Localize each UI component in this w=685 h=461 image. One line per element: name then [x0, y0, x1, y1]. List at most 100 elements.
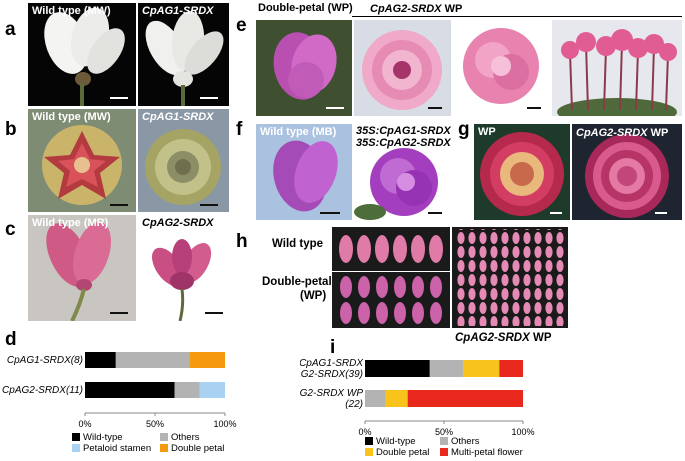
- panel-label-e: e: [236, 15, 247, 36]
- scale-bar: [550, 212, 562, 214]
- flower-top-red-drawing: [480, 132, 564, 216]
- caption-h-row2-line2: (WP): [300, 290, 327, 302]
- scale-bar: [205, 312, 223, 314]
- scale-bar: [200, 97, 218, 99]
- panel-label-b: b: [5, 119, 17, 140]
- legend-label: Petaloid stamen: [83, 443, 151, 454]
- scale-bar: [527, 107, 541, 109]
- caption-g-right: CpAG2-SRDX WP: [576, 127, 668, 139]
- panel-label-d: d: [5, 329, 17, 350]
- caption-g-right-line: WP: [650, 127, 669, 139]
- category-label: CpAG2-SRDX(11): [2, 385, 83, 396]
- caption-h-row1: Wild type: [272, 238, 324, 250]
- bar-segment-multi-petal-flower: [407, 390, 523, 407]
- category-label: (22): [345, 399, 363, 410]
- panel-label-i: i: [330, 337, 336, 358]
- bar-segment-petaloid-stamen: [199, 382, 225, 398]
- flower-top-view-drawing: [42, 125, 122, 205]
- caption-e-right-line: WP: [444, 3, 463, 15]
- photo-g-cpag2-srdx: [572, 124, 682, 220]
- caption-f-right-2: 35S:CpAG2-SRDX: [356, 137, 451, 149]
- photo-e-double-petal: [256, 20, 352, 116]
- caption-f-right-1: 35S:CpAG1-SRDX: [356, 125, 451, 137]
- legend-swatch: [440, 448, 448, 456]
- bar-segment-wild-type: [85, 352, 116, 368]
- bar-segment-others: [174, 382, 200, 398]
- photo-e-cpag2-srdx-2: [453, 20, 550, 116]
- caption-h-row2-line1: Double-petal: [262, 276, 332, 288]
- panel-label-c: c: [5, 219, 16, 240]
- caption-b-left: Wild type (MW): [32, 111, 111, 123]
- panel-label-g: g: [458, 119, 470, 140]
- x-tick-label: 50%: [435, 427, 453, 437]
- flower-pink-drawing: [46, 222, 111, 321]
- photo-b-cpag1-srdx: [138, 109, 229, 212]
- flower-violet-drawing: [273, 140, 338, 212]
- bar-segment-multi-petal-flower: [499, 360, 523, 377]
- photo-h-wild-type-petals: [332, 227, 450, 271]
- legend-label: Wild-type: [376, 436, 416, 447]
- photo-c-cpag2-srdx: [138, 215, 229, 321]
- photo-f-35s-transgenic: [354, 124, 451, 220]
- flower-pink-drawing: [152, 239, 212, 321]
- caption-a-left: Wild type (MW): [32, 5, 111, 17]
- scale-bar: [110, 97, 128, 99]
- caption-c-right: CpAG2-SRDX: [142, 217, 214, 229]
- category-label: 35S:CpAG1-SRDX: [300, 358, 363, 369]
- plant-drawing: [557, 29, 677, 116]
- scale-bar: [110, 312, 128, 314]
- bar-segment-double-petal: [462, 360, 500, 377]
- legend-swatch: [160, 444, 168, 452]
- petal-many-grid-drawing: [454, 229, 566, 326]
- photo-f-wild-type: [256, 124, 352, 220]
- scale-bar: [200, 204, 218, 206]
- legend-swatch: [72, 433, 80, 441]
- panel-label-a: a: [5, 19, 16, 40]
- flower-top-view-drawing: [145, 129, 221, 205]
- caption-h-bottom-gene: CpAG2-SRDX: [455, 332, 530, 344]
- caption-e-right-gene: CpAG2-SRDX: [370, 3, 442, 15]
- legend-label: Multi-petal flower: [451, 447, 523, 458]
- photo-e-cpag2-srdx-1: [354, 20, 451, 116]
- scale-bar: [326, 107, 344, 109]
- category-label: 35S:CpAG2-SRDX WP: [300, 388, 363, 399]
- scale-bar: [110, 204, 128, 206]
- panel-label-f: f: [236, 119, 243, 140]
- flower-multipetal-drawing: [362, 30, 442, 110]
- bar-segment-others: [429, 360, 463, 377]
- photo-e-cpag2-srdx-plant: [552, 20, 682, 116]
- caption-g-right-gene: CpAG2-SRDX: [576, 127, 648, 139]
- photo-b-wild-type: [28, 109, 136, 212]
- bar-segment-others: [115, 352, 190, 368]
- legend-label: Others: [171, 432, 200, 443]
- x-tick-label: 0%: [358, 427, 371, 437]
- caption-b-right: CpAG1-SRDX: [142, 111, 214, 123]
- panel-label-h: h: [236, 231, 248, 252]
- bar-segment-wild-type: [85, 382, 175, 398]
- flower-multipetal-drawing: [463, 28, 539, 104]
- flower-violet-multipetal-drawing: [354, 148, 438, 220]
- legend-swatch: [365, 448, 373, 456]
- scale-bar: [428, 107, 442, 109]
- caption-a-right: CpAG1-SRDX: [142, 5, 214, 17]
- legend-label: Wild-type: [83, 432, 123, 443]
- x-tick-label: 100%: [511, 427, 534, 437]
- category-label: 35S:CpAG2-SRDX(39): [300, 369, 363, 380]
- chart-d: CpAG1-SRDX(8) CpAG2-SRDX(11) 0% 50% 100% Wild…: [2, 352, 237, 454]
- category-label: CpAG1-SRDX(8): [7, 355, 83, 366]
- scale-bar: [320, 212, 340, 214]
- caption-h-bottom: CpAG2-SRDX WP: [455, 332, 552, 344]
- x-tick-label: 50%: [146, 419, 164, 429]
- petal-row-drawing: [339, 235, 443, 263]
- flower-white-drawing: [44, 7, 125, 106]
- bar-segment-double-petal: [385, 390, 408, 407]
- bar-segment-double-petal: [190, 352, 225, 368]
- legend-swatch: [160, 433, 168, 441]
- legend-label: Double petal: [171, 443, 224, 454]
- legend-swatch: [365, 437, 373, 445]
- legend-label: Others: [451, 436, 480, 447]
- photo-h-double-petal-petals: [332, 272, 450, 328]
- legend-label: Double petal: [376, 447, 429, 458]
- caption-c-left: Wild type (MR): [32, 217, 109, 229]
